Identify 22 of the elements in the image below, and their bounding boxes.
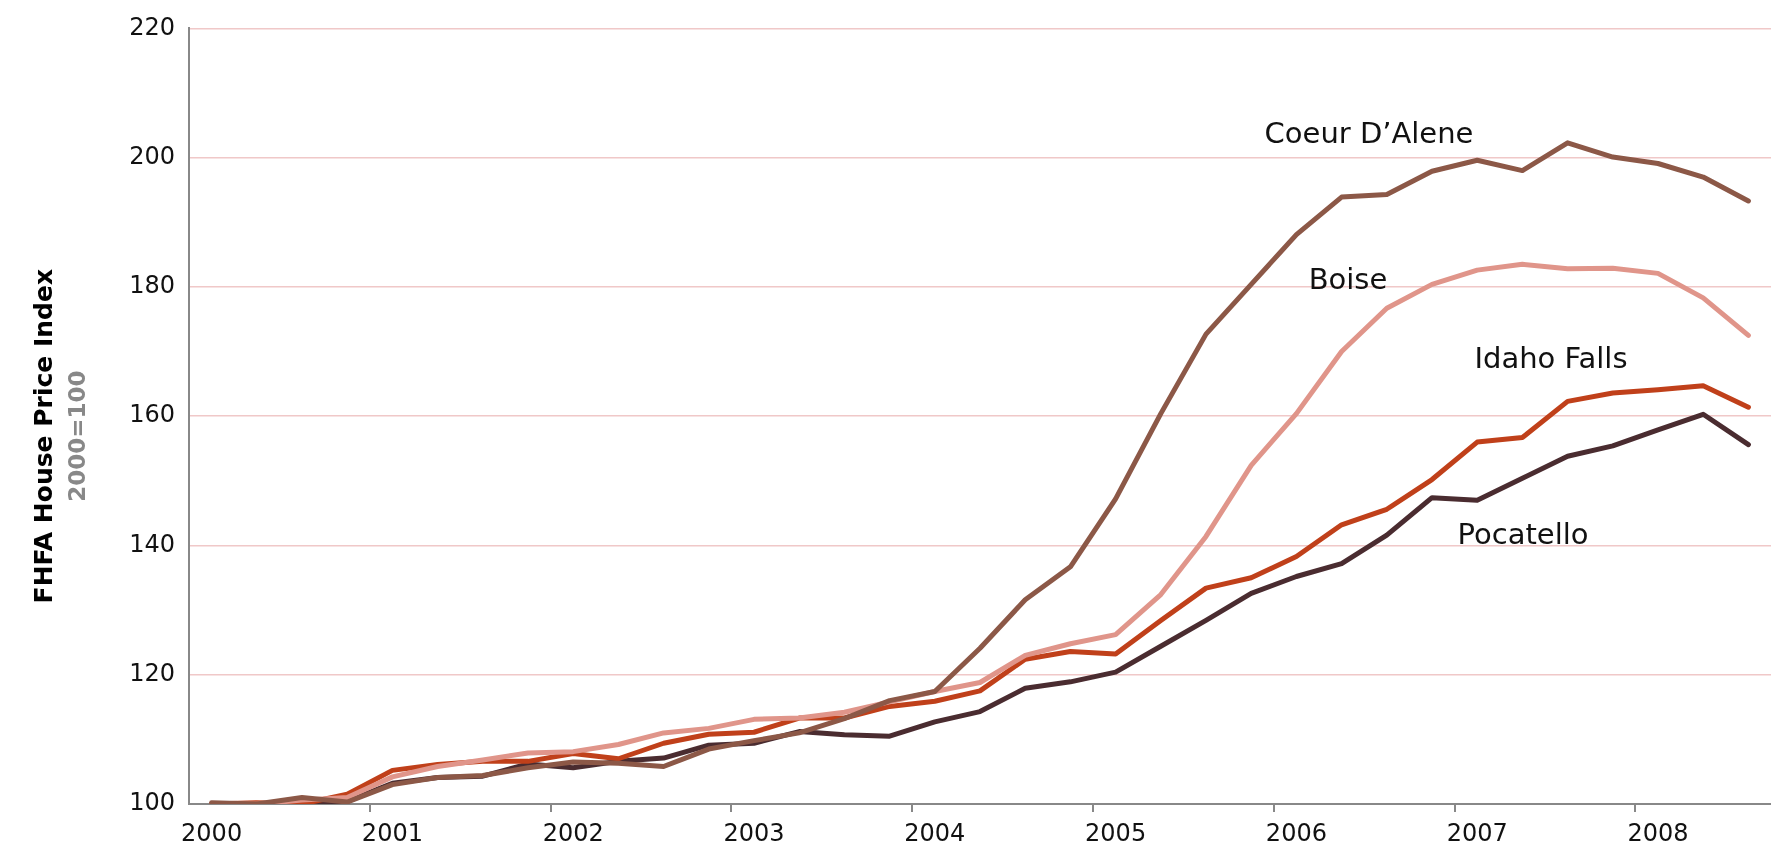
y-tick-label: 160 xyxy=(129,400,175,429)
x-tick-label: 2005 xyxy=(1085,818,1147,847)
x-tick-label: 2004 xyxy=(904,818,966,847)
y-tick-label: 140 xyxy=(129,529,175,558)
x-tick-label: 2002 xyxy=(542,818,604,847)
x-tick-label: 2001 xyxy=(361,818,423,847)
y-tick-label: 200 xyxy=(129,141,175,170)
series-label: Coeur D’Alene xyxy=(1264,115,1474,150)
y-tick-label: 100 xyxy=(129,788,175,817)
y-tick-label: 120 xyxy=(129,658,175,687)
x-tick-label: 2008 xyxy=(1627,818,1689,847)
y-axis-title: FHFA House Price Index xyxy=(28,268,58,604)
x-tick-label: 2003 xyxy=(723,818,785,847)
y-tick-label: 220 xyxy=(129,12,175,41)
x-tick-label: 2006 xyxy=(1265,818,1327,847)
series-label: Idaho Falls xyxy=(1474,340,1628,375)
series-label: Pocatello xyxy=(1457,516,1589,551)
series-label: Boise xyxy=(1308,261,1388,296)
y-tick-label: 180 xyxy=(129,271,175,300)
x-tick-label: 2007 xyxy=(1446,818,1508,847)
text: 2000=100 xyxy=(63,370,90,502)
x-tick-label: 2000 xyxy=(181,818,243,847)
